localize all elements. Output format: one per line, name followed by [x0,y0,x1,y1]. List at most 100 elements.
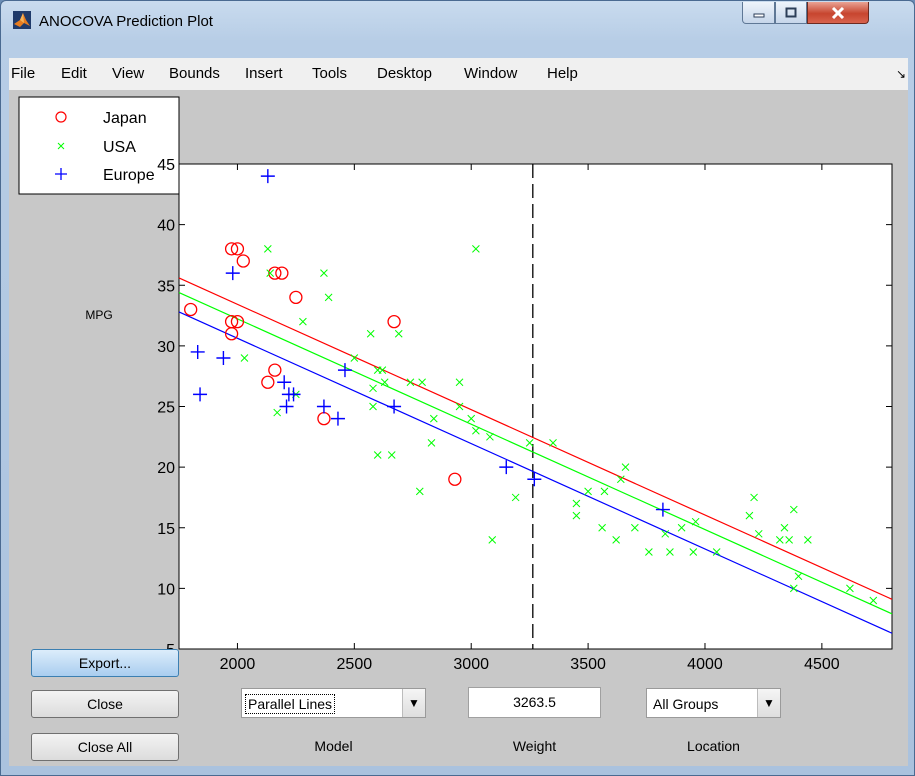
point-japan [236,254,250,268]
menu-tools[interactable]: Tools [312,65,348,82]
point-europe [286,387,301,402]
point-usa [621,463,630,471]
point-usa [745,511,754,520]
y-tick-label: 10 [157,581,175,598]
x-tick-label: 3500 [570,656,606,673]
y-tick-label: 30 [157,339,175,356]
figure-area: MPG Japan USA Europe 2000 2500 3000 3500 400… [9,90,908,766]
close-window-button[interactable] [807,2,869,24]
point-japan [275,266,289,280]
menu-insert[interactable]: Insert [245,65,283,82]
y-tick-label: 15 [157,521,175,538]
y-tick-label: 45 [157,157,175,174]
model-caption: Model [314,738,353,754]
point-usa [455,402,464,411]
point-usa [240,354,249,362]
close-icon [831,6,845,19]
title-bar[interactable]: ANOCOVA Prediction Plot [1,1,914,35]
point-europe [499,460,514,475]
point-usa [418,378,426,387]
point-japan [289,290,303,305]
point-usa [677,523,686,532]
close-all-button[interactable]: Close All [31,733,179,761]
point-usa [387,451,396,459]
point-usa [661,529,670,538]
point-usa [320,269,328,277]
point-usa [691,517,700,526]
point-usa [488,536,497,544]
legend-label-usa: USA [103,139,136,156]
location-dropdown[interactable]: All Groups ▼ [646,688,781,718]
model-dropdown-value: Parallel Lines [244,694,336,714]
x-tick-label: 3000 [453,656,489,673]
maximize-icon [785,7,797,18]
legend[interactable]: Japan USA Europe [18,96,180,195]
location-caption: Location [687,738,740,754]
point-usa [366,329,375,338]
point-japan [230,242,245,256]
fit-line-usa [178,291,893,615]
point-japan [387,314,401,329]
export-button[interactable]: Export... [31,649,179,677]
x-tick-label: 4000 [687,656,723,673]
prediction-plot: MPG Japan USA Europe 2000 2500 3000 3500 400… [18,96,893,673]
point-usa [775,536,784,544]
y-tick-label: 35 [157,278,175,295]
point-usa [712,548,721,556]
point-usa [455,378,464,387]
point-japan [268,266,282,280]
point-japan [224,327,239,341]
point-usa [263,245,272,253]
point-usa [869,596,878,605]
legend-marker-usa [57,142,65,150]
matlab-icon [13,11,31,29]
close-button[interactable]: Close [31,690,179,718]
menu-window[interactable]: Window [464,65,518,82]
point-usa [511,493,520,502]
point-usa [645,548,653,556]
point-japan [448,472,462,486]
point-japan [184,302,198,317]
point-usa [572,511,581,520]
model-dropdown[interactable]: Parallel Lines ▼ [241,688,426,718]
point-japan [261,375,275,389]
maximize-button[interactable] [775,2,807,24]
x-tick-label: 4500 [804,656,840,673]
point-europe [655,502,670,517]
point-usa [486,432,494,441]
legend-label-japan: Japan [103,110,147,127]
point-europe [225,266,240,281]
point-usa [616,475,625,484]
x-tick-label: 2000 [220,656,256,673]
point-usa [785,536,793,544]
y-axis-label: MPG [85,308,112,322]
fit-line-europe [178,311,893,634]
point-usa [525,439,534,447]
y-tick-label: 40 [157,218,175,235]
point-usa [415,487,424,496]
weight-caption: Weight [512,738,557,754]
point-usa [754,529,763,538]
menu-bounds[interactable]: Bounds [169,65,220,82]
point-europe [337,363,352,378]
menu-edit[interactable]: Edit [61,65,87,82]
chevron-down-icon[interactable]: ▼ [402,689,425,717]
point-usa [394,329,403,338]
point-usa [789,505,798,514]
chevron-down-icon[interactable]: ▼ [757,689,780,717]
point-europe [216,351,231,365]
point-japan [230,314,245,329]
menu-file[interactable]: File [11,65,36,82]
point-usa [803,536,812,544]
menu-view[interactable]: View [112,65,145,82]
menu-help[interactable]: Help [547,65,578,82]
menu-desktop[interactable]: Desktop [377,65,433,82]
point-europe [193,387,208,402]
point-usa [472,245,480,253]
minimize-button[interactable] [742,2,775,24]
weight-input[interactable]: 3263.5 [468,687,601,718]
point-europe [316,399,331,414]
point-europe [279,399,294,414]
dock-arrow-icon[interactable]: ↘ [895,67,906,81]
point-usa [630,523,639,532]
